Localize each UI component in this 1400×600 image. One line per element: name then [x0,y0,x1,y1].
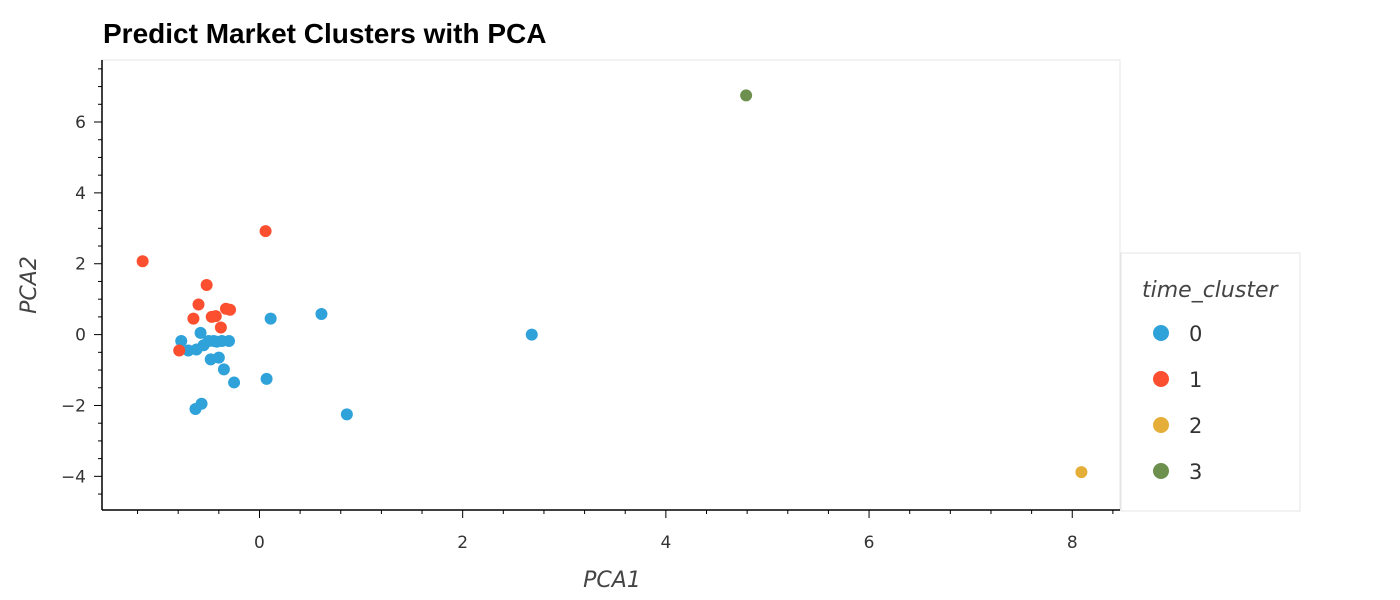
scatter-point-cluster-1 [173,344,186,357]
scatter-point-cluster-1 [192,298,205,311]
y-tick-label: 2 [75,255,86,275]
scatter-point-cluster-0 [260,372,273,385]
chart-title: Predict Market Clusters with PCA [103,18,546,49]
y-tick-label: 4 [75,184,86,204]
legend-box [1120,252,1301,512]
scatter-point-cluster-3 [740,89,753,102]
scatter-point-cluster-0 [228,376,241,389]
x-tick-label: 6 [864,533,875,553]
scatter-point-cluster-1 [224,303,237,316]
scatter-point-cluster-1 [136,255,149,268]
legend-marker-cluster-0 [1153,325,1169,341]
legend-marker-cluster-3 [1153,463,1169,479]
legend-label-cluster-0: 0 [1189,322,1202,346]
y-tick-label: −4 [61,467,86,487]
scatter-point-cluster-2 [1075,466,1088,479]
scatter-point-cluster-0 [525,328,538,341]
legend-label-cluster-3: 3 [1189,460,1202,484]
x-axis: 0 2 4 6 8 [102,509,1120,553]
scatter-point-cluster-0 [212,351,225,364]
scatter-point-cluster-1 [259,225,272,238]
scatter-point-cluster-1 [200,279,213,291]
scatter-point-cluster-1 [214,321,227,334]
legend-label-cluster-1: 1 [1189,368,1202,392]
legend-label-cluster-2: 2 [1189,414,1202,438]
scatter-point-cluster-0 [195,397,208,410]
x-tick-label: 8 [1067,533,1078,553]
scatter-point-cluster-1 [187,312,200,325]
legend-marker-cluster-2 [1153,417,1169,433]
scatter-point-cluster-0 [217,363,230,376]
x-tick-label: 0 [254,533,265,553]
y-tick-label: 6 [75,113,86,133]
scatter-point-cluster-0 [315,308,328,321]
y-axis-label: PCA2 [17,256,42,314]
x-tick-label: 4 [660,533,671,553]
y-tick-label: −2 [61,396,86,416]
plot-area[interactable] [101,59,1121,511]
scatter-point-cluster-0 [194,326,207,339]
scatter-points [136,89,1088,479]
scatter-point-cluster-0 [340,408,353,421]
y-axis: −4 −2 0 2 4 6 [61,60,103,510]
y-tick-label: 0 [75,326,86,346]
legend-marker-cluster-1 [1153,371,1169,387]
scatter-point-cluster-1 [209,310,222,323]
scatter-point-cluster-0 [175,334,188,347]
legend-title: time_cluster [1142,278,1279,303]
x-tick-label: 2 [457,533,468,553]
scatter-point-cluster-0 [264,312,277,325]
x-axis-label: PCA1 [583,568,641,593]
legend: time_cluster 0 1 2 3 [1120,252,1301,512]
scatter-point-cluster-0 [222,334,235,347]
